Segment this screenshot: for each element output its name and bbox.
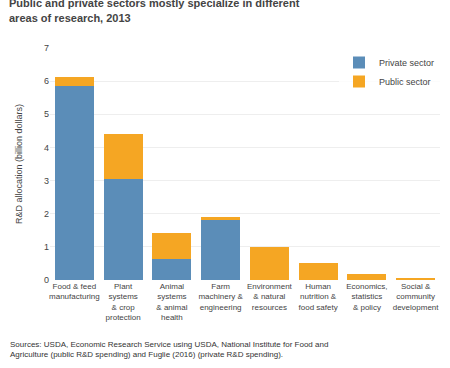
svg-text:Plantsystems& cropprotection: Plantsystems& cropprotection: [106, 282, 141, 322]
svg-text:3: 3: [44, 176, 49, 186]
svg-text:7: 7: [44, 43, 49, 53]
svg-text:R&D allocation (billion dollar: R&D allocation (billion dollars): [14, 104, 24, 224]
svg-text:Public and private sectors mos: Public and private sectors mostly specia…: [9, 0, 300, 24]
svg-text:Social &communitydevelopment: Social &communitydevelopment: [393, 282, 440, 312]
svg-text:1: 1: [44, 242, 49, 252]
svg-text:Food & feedmanufacturing: Food & feedmanufacturing: [49, 282, 100, 301]
svg-text:5: 5: [44, 109, 49, 119]
svg-text:Environment& naturalresources: Environment& naturalresources: [247, 282, 293, 312]
svg-text:Public sector: Public sector: [379, 77, 431, 87]
svg-text:2: 2: [44, 209, 49, 219]
svg-text:Economics,statistics& policy: Economics,statistics& policy: [346, 282, 387, 312]
svg-text:Private sector: Private sector: [379, 58, 434, 68]
svg-text:Humannutrition &food safety: Humannutrition &food safety: [299, 282, 338, 312]
svg-text:Sources: USDA, Economic Resear: Sources: USDA, Economic Research Service…: [10, 340, 328, 359]
svg-text:4: 4: [44, 143, 49, 153]
svg-text:Animalsystems& animalhealth: Animalsystems& animalhealth: [156, 282, 187, 322]
svg-text:Farmmachinery &engineering: Farmmachinery &engineering: [198, 282, 243, 312]
svg-text:6: 6: [44, 76, 49, 86]
svg-text:0: 0: [44, 275, 49, 285]
